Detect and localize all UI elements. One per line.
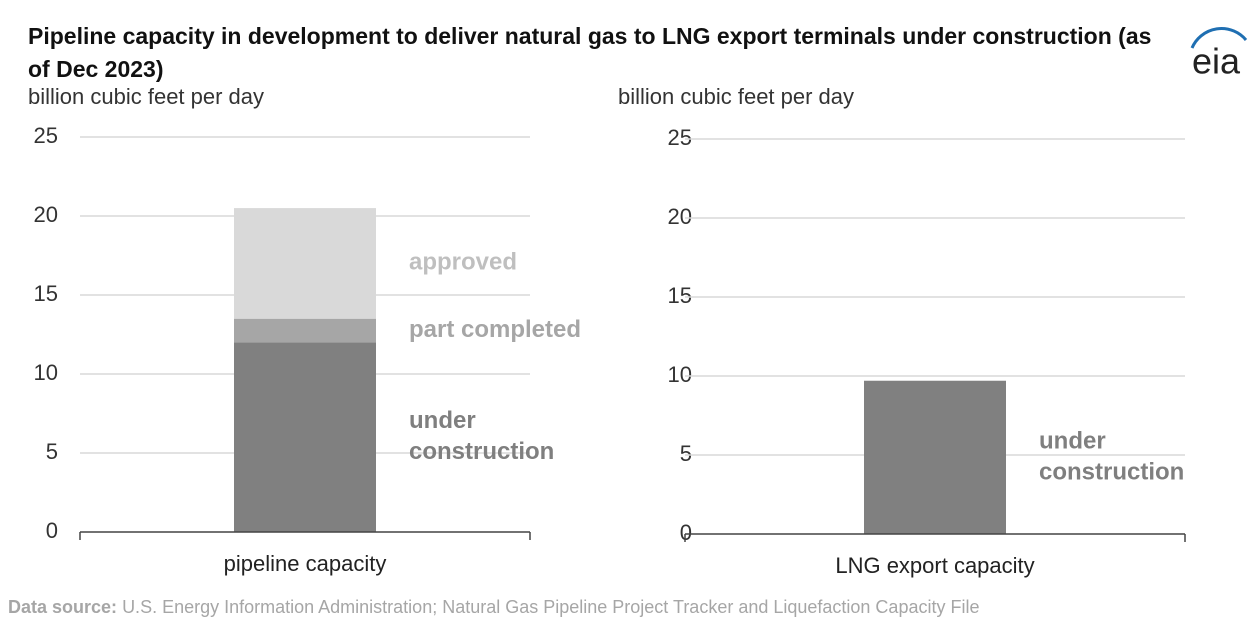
y-tick-label: 20 <box>668 204 692 229</box>
y-tick-label: 25 <box>34 123 58 148</box>
source: Data source: U.S. Energy Information Adm… <box>8 597 979 618</box>
y-axis-label: billion cubic feet per day <box>618 84 854 109</box>
bar-segment <box>234 318 376 343</box>
y-tick-label: 5 <box>680 441 692 466</box>
chart-title: Pipeline capacity in development to deli… <box>28 23 1152 82</box>
series-label: under construction <box>1039 428 1184 486</box>
series-label: part completed <box>409 316 581 343</box>
y-tick-label: 10 <box>668 362 692 387</box>
series-label: under construction <box>409 408 554 466</box>
x-tick-label: LNG export capacity <box>835 553 1034 578</box>
y-tick-label: 20 <box>34 202 58 227</box>
bar-segment <box>864 380 1006 534</box>
y-tick-label: 25 <box>668 125 692 150</box>
y-tick-label: 15 <box>34 281 58 306</box>
logo-arc <box>1190 27 1248 49</box>
y-tick-label: 0 <box>46 518 58 543</box>
y-axis-label: billion cubic feet per day <box>28 84 264 109</box>
source-text: U.S. Energy Information Administration; … <box>122 597 980 617</box>
y-tick-label: 0 <box>680 520 692 545</box>
source-label: Data source: <box>8 597 118 617</box>
y-tick-label: 10 <box>34 360 58 385</box>
x-tick-label: pipeline capacity <box>224 551 387 576</box>
y-tick-label: 15 <box>668 283 692 308</box>
bar-segment <box>234 342 376 532</box>
logo: eia <box>1192 41 1241 82</box>
bar-segment <box>234 208 376 319</box>
y-tick-label: 5 <box>46 439 58 464</box>
series-label: approved <box>409 249 517 276</box>
